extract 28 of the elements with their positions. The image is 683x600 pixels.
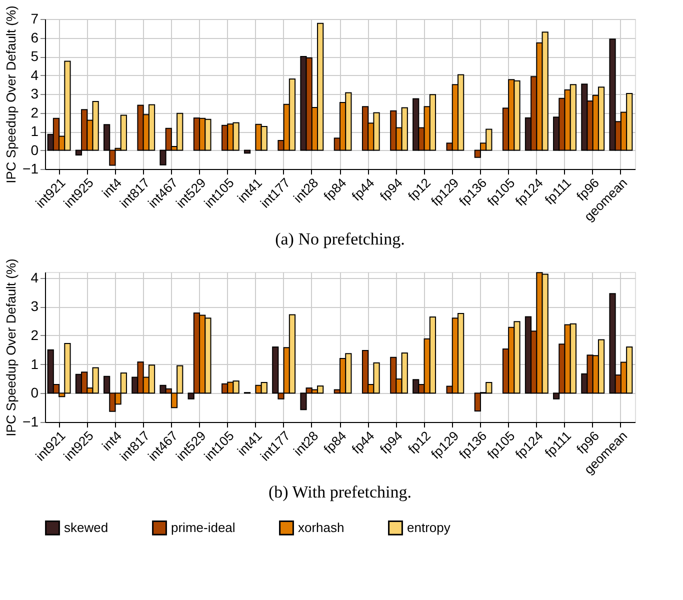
bar bbox=[244, 150, 251, 154]
x-tick-label: int4 bbox=[98, 428, 124, 454]
bar bbox=[362, 106, 369, 151]
y-tick-label: 5 bbox=[30, 48, 39, 64]
y-tick-label: −1 bbox=[22, 160, 39, 176]
y-tick-label: 3 bbox=[30, 86, 39, 102]
y-tick-label: 2 bbox=[30, 104, 39, 120]
bar bbox=[362, 350, 369, 394]
y-tick-label: 1 bbox=[30, 356, 39, 372]
legend-label: entropy bbox=[407, 520, 451, 535]
y-axis-title: IPC Speedup Over Default (%) bbox=[4, 258, 19, 436]
y-tick-label: 7 bbox=[30, 10, 39, 26]
y-tick-label: 0 bbox=[30, 142, 39, 158]
legend-label: skewed bbox=[64, 520, 108, 535]
y-tick-label: −1 bbox=[22, 414, 39, 430]
x-tick-label: int4 bbox=[98, 175, 124, 201]
y-tick-label: 4 bbox=[30, 269, 39, 286]
y-axis-title: IPC Speedup Over Default (%) bbox=[4, 6, 19, 184]
text: (a) No prefetching. bbox=[275, 230, 405, 249]
text: (b) With prefetching. bbox=[268, 482, 412, 502]
legend-label: xorhash bbox=[298, 520, 344, 535]
y-tick-label: 3 bbox=[30, 298, 39, 314]
y-tick-label: 6 bbox=[30, 29, 39, 46]
y-tick-label: 1 bbox=[30, 123, 39, 139]
y-tick-label: 0 bbox=[30, 384, 39, 401]
y-tick-label: 4 bbox=[30, 66, 39, 83]
y-tick-label: 2 bbox=[30, 326, 39, 343]
legend-label: prime-ideal bbox=[171, 520, 236, 535]
